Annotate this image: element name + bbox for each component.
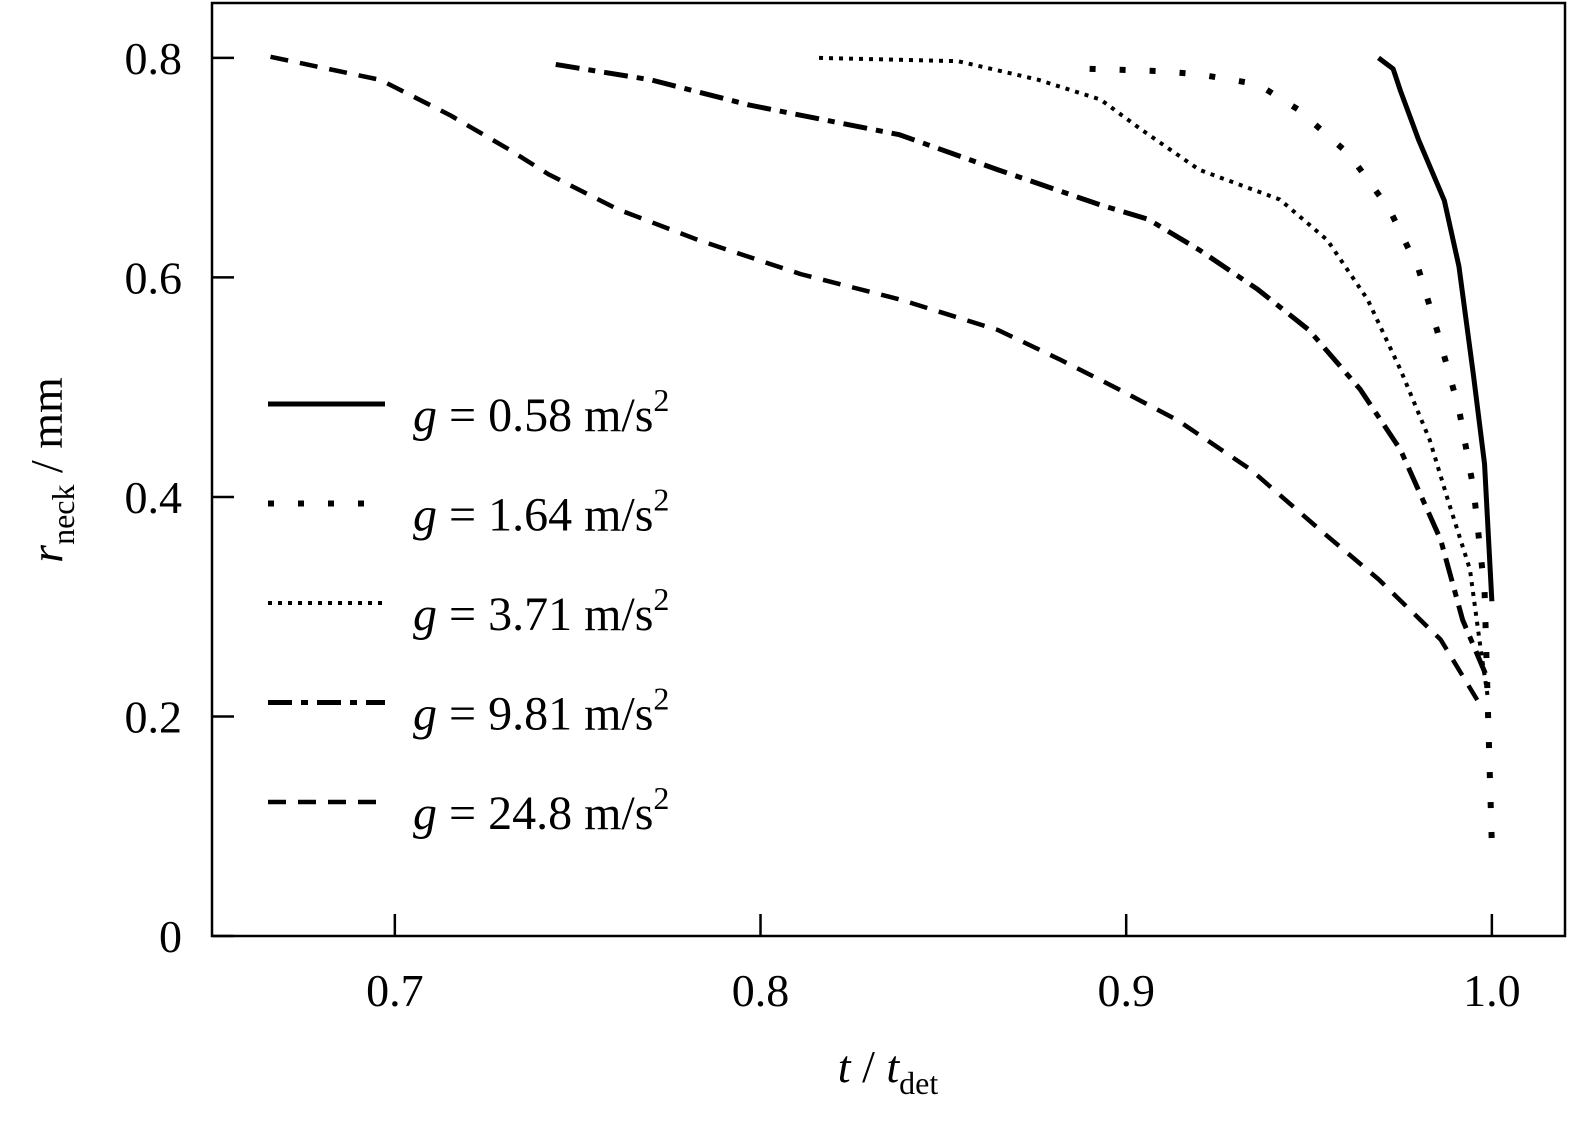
series-line-3 bbox=[555, 62, 1491, 682]
y-tick-label: 0.4 bbox=[125, 472, 183, 523]
legend-label: g = 0.58 m/s2 bbox=[413, 382, 669, 442]
y-tick-label: 0.2 bbox=[125, 691, 183, 742]
x-tick-label: 0.9 bbox=[1097, 965, 1155, 1016]
plot-frame bbox=[210, 1, 1567, 938]
series-line-0 bbox=[1377, 55, 1495, 602]
x-axis-label: t / tdet bbox=[838, 1041, 939, 1101]
legend-label: g = 9.81 m/s2 bbox=[413, 681, 669, 741]
ticks: 0.7 0.8 0.9 1.0 0 0.2 0.4 0.6 0.8 bbox=[125, 33, 1521, 1016]
y-tick-label: 0 bbox=[159, 911, 182, 962]
legend-label: g = 24.8 m/s2 bbox=[413, 780, 669, 840]
y-tick-label: 0.6 bbox=[125, 252, 183, 303]
legend-label: g = 1.64 m/s2 bbox=[413, 482, 669, 542]
series-line-4 bbox=[270, 54, 1480, 702]
legend-label: g = 3.71 m/s2 bbox=[413, 581, 669, 641]
x-tick-label: 0.7 bbox=[366, 965, 424, 1016]
x-tick-label: 0.8 bbox=[732, 965, 790, 1016]
y-axis-label: rneck / mm bbox=[21, 377, 81, 563]
legend: g = 0.58 m/s2 g = 1.64 m/s2 g = 3.71 m/s2 g… bbox=[268, 382, 669, 840]
series-line-2 bbox=[818, 55, 1491, 701]
series-lines bbox=[270, 54, 1495, 845]
series-line-1 bbox=[1089, 65, 1495, 845]
x-tick-label: 1.0 bbox=[1463, 965, 1521, 1016]
y-tick-label: 0.8 bbox=[125, 33, 183, 84]
